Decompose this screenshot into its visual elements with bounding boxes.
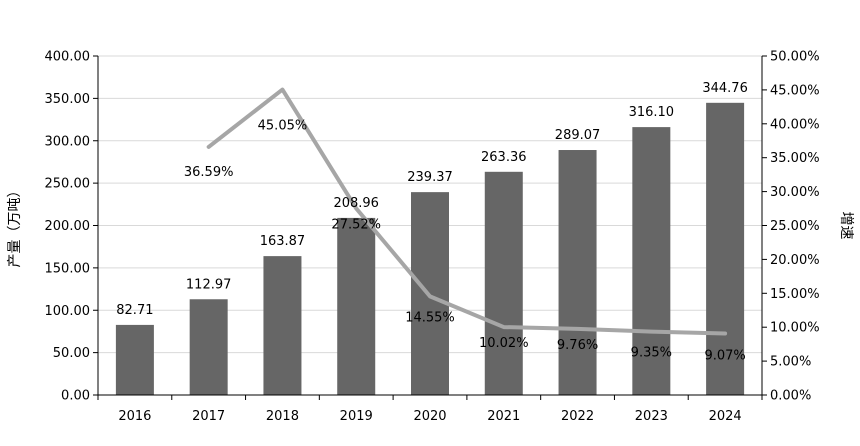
bar-value-label: 163.87 (260, 234, 306, 249)
growth-value-label: 45.05% (258, 119, 308, 134)
bar-value-label: 208.96 (333, 196, 379, 211)
y2-axis-title: 增速 (838, 212, 854, 240)
x-tick-label: 2023 (635, 409, 668, 424)
x-tick-label: 2016 (118, 409, 151, 424)
line-series (206, 87, 728, 336)
y-tick-label: 250.00 (45, 177, 91, 192)
bar-value-label: 344.76 (702, 81, 748, 96)
y2-tick-label: 25.00% (770, 219, 820, 234)
x-tick-label: 2019 (340, 409, 373, 424)
y-tick-label: 200.00 (45, 219, 91, 234)
y2-tick-label: 20.00% (770, 253, 820, 268)
growth-value-label: 9.07% (704, 349, 745, 364)
bar (558, 150, 597, 395)
bar (632, 127, 671, 395)
x-tick-label: 2022 (561, 409, 594, 424)
growth-value-label: 9.35% (631, 346, 672, 361)
bar (115, 324, 154, 395)
bar-value-label: 82.71 (116, 303, 153, 318)
growth-value-label: 27.52% (331, 217, 381, 232)
y-tick-label: 50.00 (53, 346, 90, 361)
y2-tick-label: 50.00% (770, 50, 820, 65)
y-tick-label: 400.00 (45, 50, 91, 65)
bar (484, 171, 523, 395)
x-tick-label: 2021 (487, 409, 520, 424)
bar-series (115, 102, 745, 395)
axes: 0.00 50.00 100.00 150.00 200.00 250.00 300.00 3… (45, 50, 820, 425)
y2-tick-label: 40.00% (770, 117, 820, 132)
data-labels: 82.71 112.97 163.87 208.96 239.37 263.36 289.0… (116, 81, 748, 364)
bar (263, 256, 302, 395)
y2-tick-label: 10.00% (770, 321, 820, 336)
bar-value-label: 239.37 (407, 170, 453, 185)
growth-value-label: 10.02% (479, 336, 529, 351)
y2-tick-label: 35.00% (770, 151, 820, 166)
growth-line (206, 87, 728, 336)
growth-value-label: 36.59% (184, 165, 234, 180)
y-tick-label: 150.00 (45, 261, 91, 276)
x-tick-label: 2017 (192, 409, 225, 424)
y-tick-label: 0.00 (61, 389, 90, 404)
bar-value-label: 289.07 (555, 128, 601, 143)
bar-value-label: 112.97 (186, 277, 232, 292)
y-tick-label: 100.00 (45, 304, 91, 319)
growth-value-label: 9.76% (557, 338, 598, 353)
bar (337, 217, 376, 395)
bar (706, 102, 745, 395)
growth-value-label: 14.55% (405, 310, 455, 325)
y-axis-title: 产量（万吨） (7, 184, 23, 268)
y2-tick-label: 15.00% (770, 287, 820, 302)
x-tick-label: 2020 (413, 409, 446, 424)
bar-value-label: 316.10 (629, 105, 675, 120)
y2-tick-label: 5.00% (770, 355, 811, 370)
x-tick-label: 2024 (709, 409, 742, 424)
bar-value-label: 263.36 (481, 150, 527, 165)
y-tick-label: 350.00 (45, 92, 91, 107)
y2-tick-label: 45.00% (770, 83, 820, 98)
bar (189, 299, 228, 395)
y2-tick-label: 0.00% (770, 389, 811, 404)
y2-tick-label: 30.00% (770, 185, 820, 200)
x-tick-label: 2018 (266, 409, 299, 424)
y-tick-label: 300.00 (45, 134, 91, 149)
